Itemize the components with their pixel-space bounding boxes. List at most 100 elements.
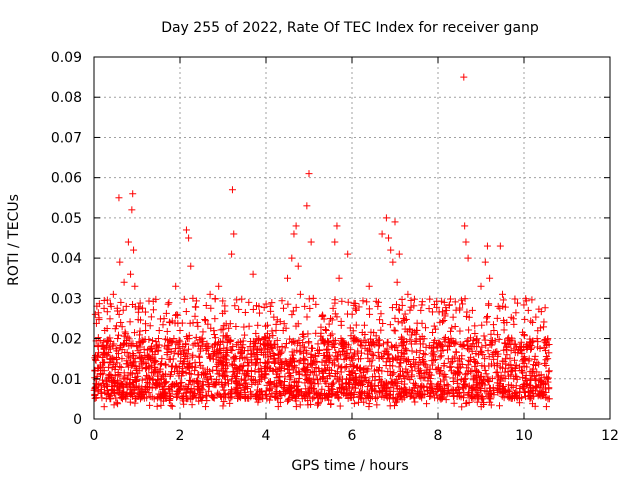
data-point — [294, 320, 302, 328]
data-point — [355, 398, 363, 406]
data-point — [181, 355, 189, 363]
data-point — [481, 336, 489, 344]
data-point — [333, 313, 341, 321]
data-point — [335, 348, 343, 356]
data-point — [180, 295, 188, 303]
data-point — [191, 367, 199, 375]
data-point — [344, 298, 352, 306]
data-point — [272, 320, 280, 328]
data-point — [408, 371, 416, 379]
data-point — [211, 334, 219, 342]
data-point — [395, 305, 403, 313]
data-point — [136, 299, 144, 307]
data-point — [262, 387, 270, 395]
data-point — [459, 300, 467, 308]
data-point — [357, 338, 365, 346]
data-point — [276, 318, 284, 326]
data-point — [249, 305, 257, 313]
data-point — [326, 332, 334, 340]
x-tick-label: 4 — [262, 428, 271, 444]
data-point — [342, 362, 350, 370]
data-point — [241, 376, 249, 384]
data-point — [265, 385, 273, 393]
data-point — [540, 323, 548, 331]
data-point — [541, 304, 549, 312]
data-point — [371, 395, 379, 403]
data-point — [168, 402, 176, 410]
data-point — [286, 335, 294, 343]
data-point — [240, 361, 248, 369]
data-point — [285, 369, 293, 377]
data-point — [153, 402, 161, 410]
data-point — [388, 304, 396, 312]
data-point — [254, 321, 262, 329]
data-point — [318, 358, 326, 366]
data-point — [226, 399, 234, 407]
chart-title: Day 255 of 2022, Rate Of TEC Index for r… — [161, 20, 539, 36]
data-point — [108, 364, 116, 372]
data-point — [540, 336, 548, 344]
data-point — [152, 357, 160, 365]
data-point — [442, 396, 450, 404]
data-point — [374, 366, 382, 374]
data-point — [398, 378, 406, 386]
data-point — [416, 347, 424, 355]
data-point — [182, 369, 190, 377]
data-point — [398, 301, 406, 309]
data-point — [256, 309, 264, 317]
data-point — [145, 297, 153, 305]
data-point — [123, 360, 131, 368]
data-point — [292, 303, 300, 311]
data-point — [516, 399, 524, 407]
data-point — [404, 368, 412, 376]
x-tick-label: 2 — [176, 428, 185, 444]
data-point — [165, 299, 173, 307]
data-point — [146, 401, 154, 409]
data-point — [289, 307, 297, 315]
data-point — [235, 346, 243, 354]
data-point — [199, 328, 207, 336]
data-points — [90, 73, 553, 411]
x-axis-label: GPS time / hours — [291, 458, 408, 474]
data-point — [440, 362, 448, 370]
data-point — [432, 325, 440, 333]
data-point — [280, 320, 288, 328]
data-point — [251, 376, 259, 384]
data-point — [95, 316, 103, 324]
data-point — [167, 347, 175, 355]
data-point — [489, 321, 497, 329]
data-point — [284, 300, 292, 308]
data-point — [120, 369, 128, 377]
data-point — [121, 374, 129, 382]
data-point — [199, 378, 207, 386]
data-point — [528, 296, 536, 304]
data-point — [173, 311, 181, 319]
data-point — [429, 328, 437, 336]
data-point — [493, 314, 501, 322]
data-point — [245, 322, 253, 330]
data-point — [490, 349, 498, 357]
data-point — [430, 322, 438, 330]
data-point — [115, 310, 123, 318]
data-point — [436, 378, 444, 386]
data-point — [251, 368, 259, 376]
data-point — [195, 352, 203, 360]
data-point — [429, 352, 437, 360]
y-tick-label: 0.02 — [51, 332, 82, 348]
data-point — [215, 370, 223, 378]
data-point — [342, 379, 350, 387]
data-point — [455, 383, 463, 391]
data-point — [448, 324, 456, 332]
data-point — [121, 339, 129, 347]
data-point — [181, 389, 189, 397]
data-point — [406, 361, 414, 369]
data-point — [269, 332, 277, 340]
data-point — [527, 344, 535, 352]
data-point — [331, 310, 339, 318]
data-point — [142, 320, 150, 328]
data-point — [512, 309, 520, 317]
data-point — [406, 306, 414, 314]
data-point — [198, 334, 206, 342]
data-point — [192, 363, 200, 371]
